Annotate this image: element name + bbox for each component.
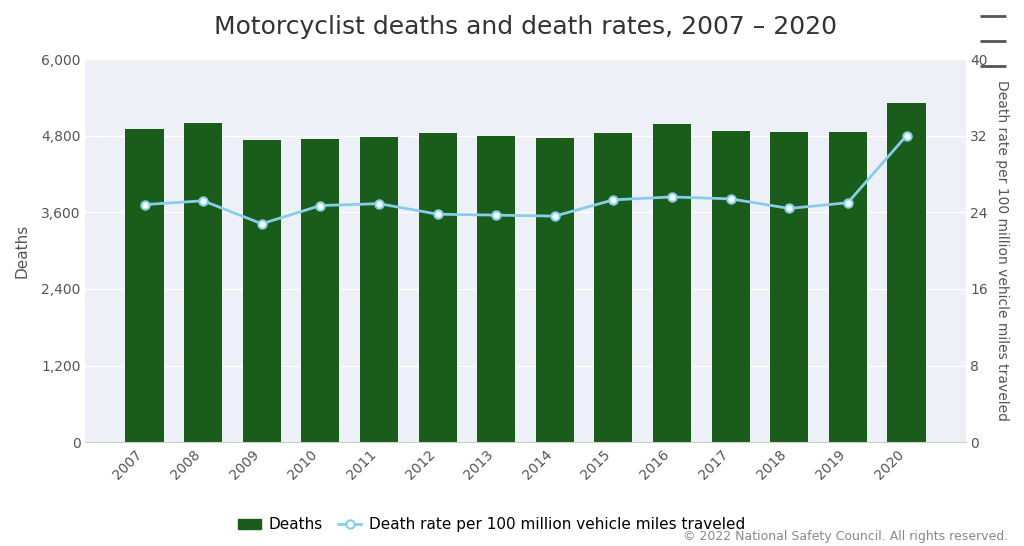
Bar <box>243 140 281 442</box>
Bar <box>184 123 222 442</box>
Bar <box>126 129 164 442</box>
Bar <box>828 132 867 442</box>
Death rate per 100 million vehicle miles traveled <box>900 132 912 139</box>
Death rate per 100 million vehicle miles traveled <box>197 198 209 204</box>
Bar <box>419 133 457 442</box>
Title: Motorcyclist deaths and death rates, 2007 – 2020: Motorcyclist deaths and death rates, 200… <box>214 15 837 39</box>
Legend: Deaths, Death rate per 100 million vehicle miles traveled: Deaths, Death rate per 100 million vehic… <box>232 511 751 538</box>
Bar <box>653 124 691 442</box>
Bar <box>770 132 808 442</box>
Bar <box>712 131 750 442</box>
Text: © 2022 National Safety Council. All rights reserved.: © 2022 National Safety Council. All righ… <box>683 530 1009 543</box>
Y-axis label: Deaths: Deaths <box>15 223 30 278</box>
Death rate per 100 million vehicle miles traveled <box>314 202 327 209</box>
Bar <box>301 139 339 442</box>
Bar <box>477 136 515 442</box>
Death rate per 100 million vehicle miles traveled <box>783 205 796 212</box>
Death rate per 100 million vehicle miles traveled <box>607 197 620 203</box>
Death rate per 100 million vehicle miles traveled <box>666 194 678 200</box>
Death rate per 100 million vehicle miles traveled <box>842 199 854 206</box>
Death rate per 100 million vehicle miles traveled <box>490 212 503 218</box>
Bar <box>594 133 633 442</box>
Death rate per 100 million vehicle miles traveled <box>549 213 561 219</box>
Y-axis label: Death rate per 100 million vehicle miles traveled: Death rate per 100 million vehicle miles… <box>995 80 1009 421</box>
Death rate per 100 million vehicle miles traveled <box>138 201 151 208</box>
Death rate per 100 million vehicle miles traveled <box>725 195 737 202</box>
Death rate per 100 million vehicle miles traveled <box>431 211 443 217</box>
Bar <box>888 103 926 442</box>
Death rate per 100 million vehicle miles traveled <box>256 221 268 227</box>
Bar <box>536 138 573 442</box>
Death rate per 100 million vehicle miles traveled <box>373 200 385 207</box>
Line: Death rate per 100 million vehicle miles traveled: Death rate per 100 million vehicle miles… <box>140 132 910 228</box>
Bar <box>359 137 398 442</box>
